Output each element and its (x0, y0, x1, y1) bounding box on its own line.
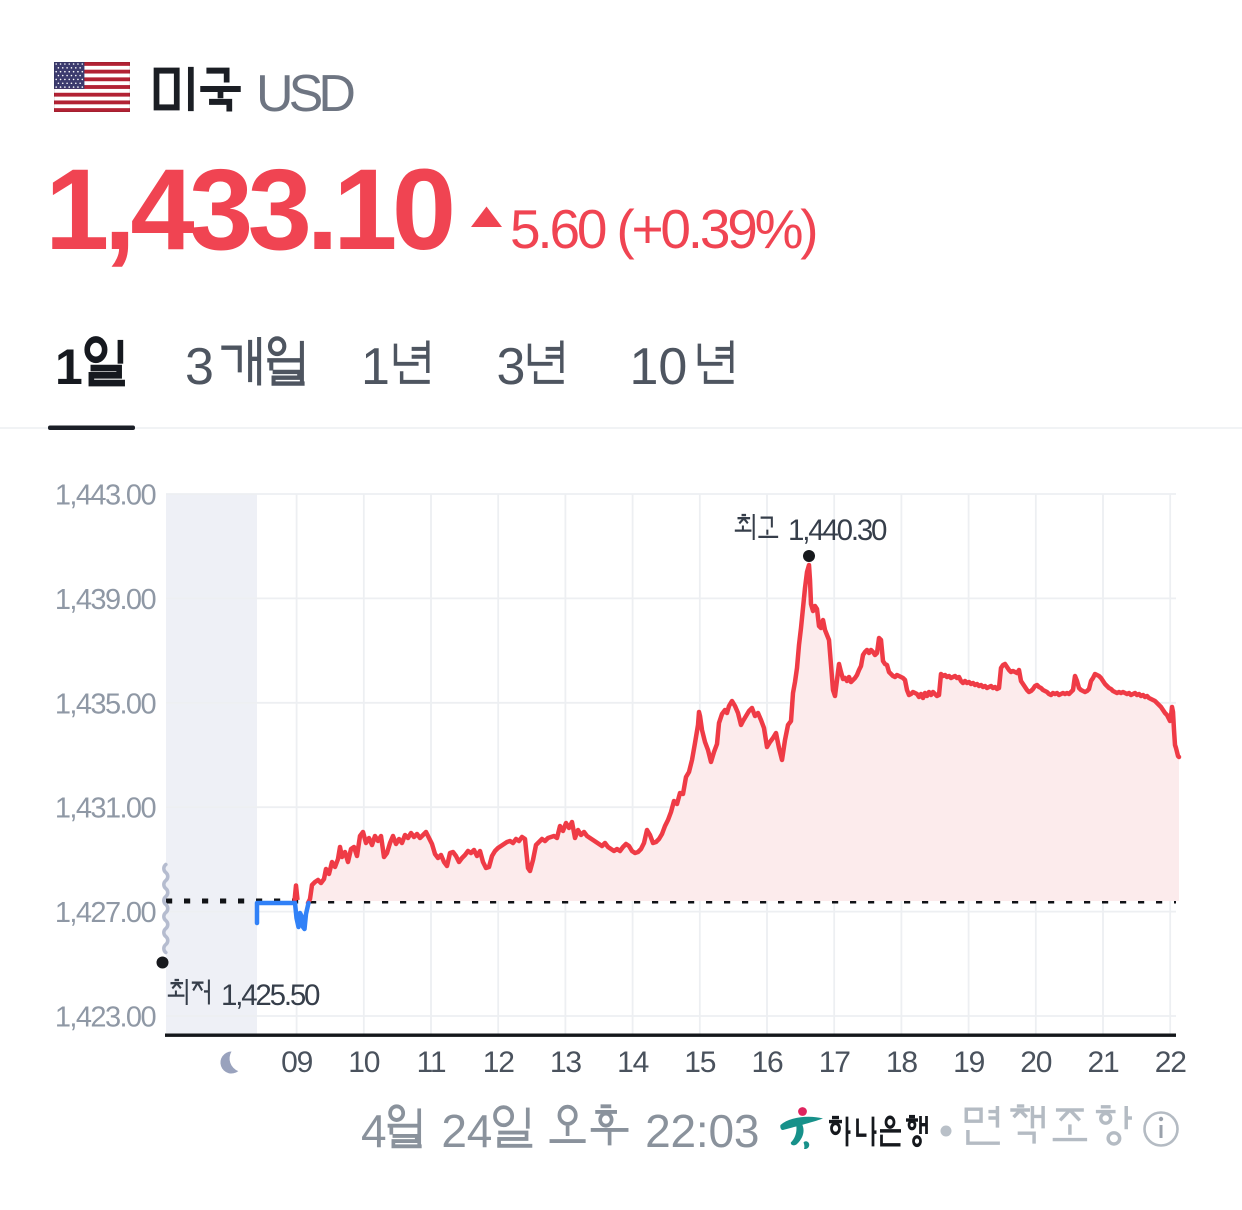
svg-text:22: 22 (1155, 1046, 1186, 1079)
svg-text:11: 11 (417, 1046, 446, 1079)
svg-text:1,427.00: 1,427.00 (55, 897, 156, 929)
svg-text:14: 14 (617, 1046, 648, 1079)
svg-text:15: 15 (684, 1046, 715, 1079)
svg-text:1: 1 (361, 338, 390, 396)
svg-text:1,423.00: 1,423.00 (55, 1002, 156, 1034)
svg-text:21: 21 (1088, 1046, 1119, 1079)
svg-text:09: 09 (281, 1046, 312, 1079)
svg-text:10: 10 (348, 1046, 379, 1079)
svg-text:1,435.00: 1,435.00 (55, 688, 156, 720)
svg-text:3: 3 (185, 338, 214, 396)
svg-text:12: 12 (483, 1046, 514, 1079)
svg-text:5.60 (+0.39%): 5.60 (+0.39%) (510, 198, 815, 260)
svg-text:19: 19 (953, 1046, 984, 1079)
svg-text:13: 13 (550, 1046, 581, 1079)
svg-text:3: 3 (497, 338, 526, 396)
svg-text:1,425.50: 1,425.50 (221, 979, 320, 1012)
svg-text:18: 18 (886, 1046, 917, 1079)
svg-text:1,440.30: 1,440.30 (788, 514, 887, 547)
svg-text:1,443.00: 1,443.00 (55, 480, 156, 512)
svg-text:1: 1 (55, 339, 83, 395)
svg-text:1,433.10: 1,433.10 (45, 145, 452, 274)
svg-text:1,431.00: 1,431.00 (55, 793, 156, 825)
svg-text:16: 16 (752, 1046, 783, 1079)
svg-text:USD: USD (256, 65, 354, 123)
svg-text:17: 17 (819, 1046, 850, 1079)
svg-text:1,439.00: 1,439.00 (55, 584, 156, 616)
svg-text:20: 20 (1020, 1046, 1051, 1079)
svg-text:10: 10 (630, 338, 688, 396)
svg-text:24: 24 (441, 1105, 492, 1157)
svg-text:22:03: 22:03 (645, 1105, 759, 1157)
svg-text:4: 4 (361, 1105, 386, 1157)
